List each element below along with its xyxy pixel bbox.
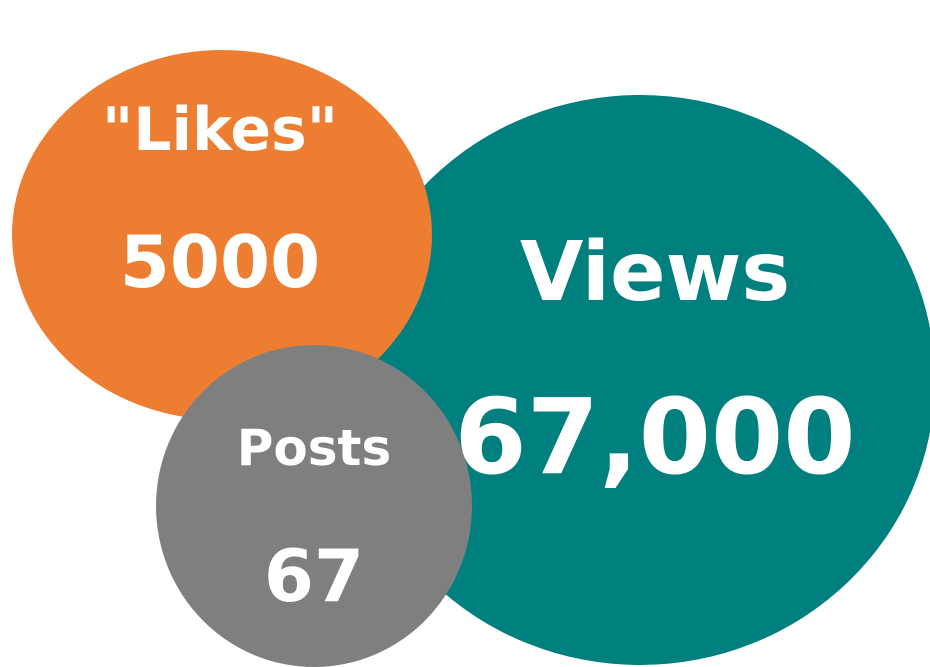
posts-value: 67 <box>263 534 365 618</box>
likes-title: "Likes" <box>101 95 339 165</box>
posts-title: Posts <box>236 419 392 477</box>
likes-value: 5000 <box>119 220 321 304</box>
views-value: 67,000 <box>454 376 856 498</box>
posts-bubble <box>156 345 472 667</box>
views-title: Views <box>519 225 791 320</box>
